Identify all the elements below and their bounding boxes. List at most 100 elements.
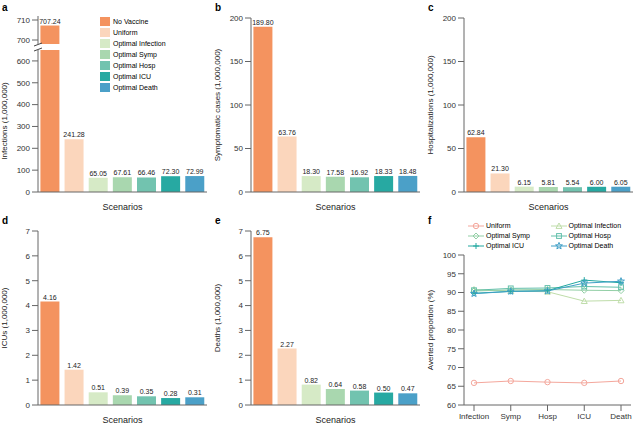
svg-text:300: 300 bbox=[17, 122, 31, 131]
svg-text:62.84: 62.84 bbox=[467, 129, 485, 136]
svg-text:200: 200 bbox=[443, 14, 457, 23]
svg-text:6.15: 6.15 bbox=[517, 179, 531, 186]
svg-text:6: 6 bbox=[26, 252, 31, 261]
svg-text:6.00: 6.00 bbox=[590, 179, 604, 186]
svg-text:Scenarios: Scenarios bbox=[102, 415, 143, 425]
svg-text:0.64: 0.64 bbox=[329, 381, 343, 388]
svg-text:0.51: 0.51 bbox=[91, 384, 105, 391]
svg-text:4.16: 4.16 bbox=[43, 294, 57, 301]
svg-text:4: 4 bbox=[239, 301, 244, 310]
svg-text:65: 65 bbox=[447, 382, 456, 391]
svg-text:707.24: 707.24 bbox=[39, 18, 61, 25]
svg-text:241.28: 241.28 bbox=[63, 131, 85, 138]
svg-text:Scenarios: Scenarios bbox=[315, 202, 356, 212]
svg-text:0.35: 0.35 bbox=[140, 388, 154, 395]
svg-text:0.39: 0.39 bbox=[116, 387, 130, 394]
svg-text:72.99: 72.99 bbox=[186, 168, 204, 175]
svg-text:3: 3 bbox=[239, 326, 244, 335]
svg-text:600: 600 bbox=[17, 57, 31, 66]
svg-text:5: 5 bbox=[26, 277, 31, 286]
svg-text:Hosp: Hosp bbox=[538, 412, 557, 421]
svg-text:75: 75 bbox=[447, 345, 456, 354]
svg-text:2.27: 2.27 bbox=[280, 341, 294, 348]
svg-text:60: 60 bbox=[447, 401, 456, 410]
svg-text:1.42: 1.42 bbox=[67, 362, 81, 369]
svg-text:0: 0 bbox=[26, 401, 31, 410]
svg-text:4: 4 bbox=[26, 301, 31, 310]
svg-text:Averted proportion (%): Averted proportion (%) bbox=[426, 290, 435, 371]
svg-text:ICUs (1,000,000): ICUs (1,000,000) bbox=[8, 287, 9, 348]
svg-text:ICU: ICU bbox=[577, 412, 591, 421]
svg-text:Infection: Infection bbox=[459, 412, 489, 421]
svg-text:150: 150 bbox=[443, 57, 457, 66]
svg-text:65.05: 65.05 bbox=[89, 170, 107, 177]
svg-text:6.05: 6.05 bbox=[614, 179, 628, 186]
svg-text:17.58: 17.58 bbox=[327, 169, 345, 176]
svg-text:0.50: 0.50 bbox=[377, 385, 391, 392]
svg-text:5: 5 bbox=[239, 277, 244, 286]
svg-text:700: 700 bbox=[17, 36, 31, 45]
svg-text:18.48: 18.48 bbox=[399, 168, 417, 175]
svg-text:72.30: 72.30 bbox=[162, 168, 180, 175]
svg-text:Scenarios: Scenarios bbox=[315, 415, 356, 425]
svg-text:18.33: 18.33 bbox=[375, 168, 393, 175]
svg-text:5.81: 5.81 bbox=[542, 179, 556, 186]
svg-text:710: 710 bbox=[17, 16, 31, 25]
svg-text:0: 0 bbox=[239, 401, 244, 410]
svg-text:5.54: 5.54 bbox=[566, 179, 580, 186]
svg-text:2: 2 bbox=[239, 351, 244, 360]
svg-text:Scenarios: Scenarios bbox=[102, 202, 143, 212]
svg-text:100: 100 bbox=[443, 251, 457, 260]
svg-text:7: 7 bbox=[26, 227, 31, 236]
svg-text:1: 1 bbox=[26, 376, 31, 385]
svg-text:400: 400 bbox=[17, 100, 31, 109]
svg-text:Symptomatic cases (1,000,000): Symptomatic cases (1,000,000) bbox=[213, 48, 222, 161]
svg-text:150: 150 bbox=[230, 57, 244, 66]
svg-text:21.30: 21.30 bbox=[491, 165, 509, 172]
svg-text:18.30: 18.30 bbox=[302, 168, 320, 175]
svg-text:Deaths (1,000,000): Deaths (1,000,000) bbox=[213, 283, 222, 352]
svg-text:6.75: 6.75 bbox=[256, 229, 270, 236]
svg-text:200: 200 bbox=[17, 144, 31, 153]
svg-text:189.80: 189.80 bbox=[252, 19, 274, 26]
svg-text:16.92: 16.92 bbox=[351, 169, 369, 176]
svg-text:0: 0 bbox=[239, 188, 244, 197]
svg-text:100: 100 bbox=[17, 166, 31, 175]
svg-text:0.58: 0.58 bbox=[353, 383, 367, 390]
svg-text:70: 70 bbox=[447, 363, 456, 372]
svg-text:0.28: 0.28 bbox=[164, 390, 178, 397]
svg-text:0.82: 0.82 bbox=[304, 377, 318, 384]
svg-text:90: 90 bbox=[447, 288, 456, 297]
svg-text:6: 6 bbox=[239, 252, 244, 261]
html-text:Optimal Symp: Optimal Symp bbox=[113, 51, 157, 58]
svg-text:80: 80 bbox=[447, 326, 456, 335]
svg-text:50: 50 bbox=[447, 144, 456, 153]
svg-text:0: 0 bbox=[26, 188, 31, 197]
svg-text:Scenarios: Scenarios bbox=[528, 202, 569, 212]
svg-text:100: 100 bbox=[443, 101, 457, 110]
svg-text:0.47: 0.47 bbox=[401, 385, 415, 392]
svg-text:0.31: 0.31 bbox=[188, 389, 202, 396]
svg-text:100: 100 bbox=[230, 101, 244, 110]
html-text:Optimal Hosp: Optimal Hosp bbox=[113, 62, 156, 69]
html-text:Uniform: Uniform bbox=[113, 29, 138, 36]
svg-text:95: 95 bbox=[447, 270, 456, 279]
html-text:No Vaccine: No Vaccine bbox=[113, 18, 149, 25]
svg-text:7: 7 bbox=[239, 227, 244, 236]
svg-text:3: 3 bbox=[26, 326, 31, 335]
svg-text:Death: Death bbox=[610, 412, 631, 421]
svg-text:Infections (1,000,000): Infections (1,000,000) bbox=[8, 82, 9, 160]
svg-text:63.76: 63.76 bbox=[278, 129, 296, 136]
svg-text:Symp: Symp bbox=[501, 412, 522, 421]
svg-text:66.46: 66.46 bbox=[138, 169, 156, 176]
svg-text:85: 85 bbox=[447, 307, 456, 316]
svg-text:2: 2 bbox=[26, 351, 31, 360]
html-text:Optimal Infection: Optimal Infection bbox=[113, 40, 166, 47]
svg-text:67.61: 67.61 bbox=[114, 169, 132, 176]
svg-text:200: 200 bbox=[230, 14, 244, 23]
svg-text:Hospitalizations (1,000,000): Hospitalizations (1,000,000) bbox=[426, 55, 435, 155]
svg-text:50: 50 bbox=[234, 144, 243, 153]
svg-text:0: 0 bbox=[452, 188, 457, 197]
svg-text:500: 500 bbox=[17, 79, 31, 88]
svg-text:1: 1 bbox=[239, 376, 244, 385]
